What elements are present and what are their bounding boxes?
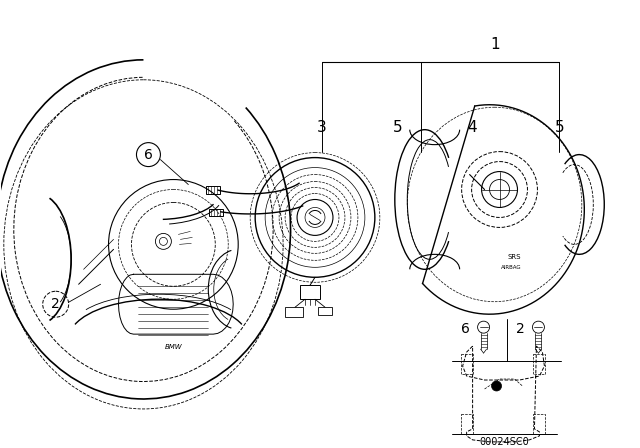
Bar <box>209 209 223 216</box>
Text: 5: 5 <box>393 120 403 135</box>
Text: 6: 6 <box>461 322 470 336</box>
Text: 1: 1 <box>491 37 500 52</box>
Bar <box>461 354 472 374</box>
Bar <box>461 414 472 434</box>
Bar <box>206 186 220 194</box>
Text: 00024SC0: 00024SC0 <box>479 437 529 447</box>
Text: AIRBAG: AIRBAG <box>501 265 522 270</box>
Bar <box>300 285 320 299</box>
Text: 4: 4 <box>467 120 476 135</box>
Text: SRS: SRS <box>508 254 521 260</box>
Text: 2: 2 <box>516 322 525 336</box>
Bar <box>318 307 332 315</box>
Bar <box>534 354 545 374</box>
Text: 2: 2 <box>51 297 60 311</box>
Text: 3: 3 <box>317 120 327 135</box>
Circle shape <box>492 381 502 391</box>
Bar <box>534 414 545 434</box>
Text: 6: 6 <box>144 147 153 162</box>
Bar <box>285 307 303 317</box>
Text: 5: 5 <box>555 120 564 135</box>
Text: BMW: BMW <box>164 344 182 350</box>
